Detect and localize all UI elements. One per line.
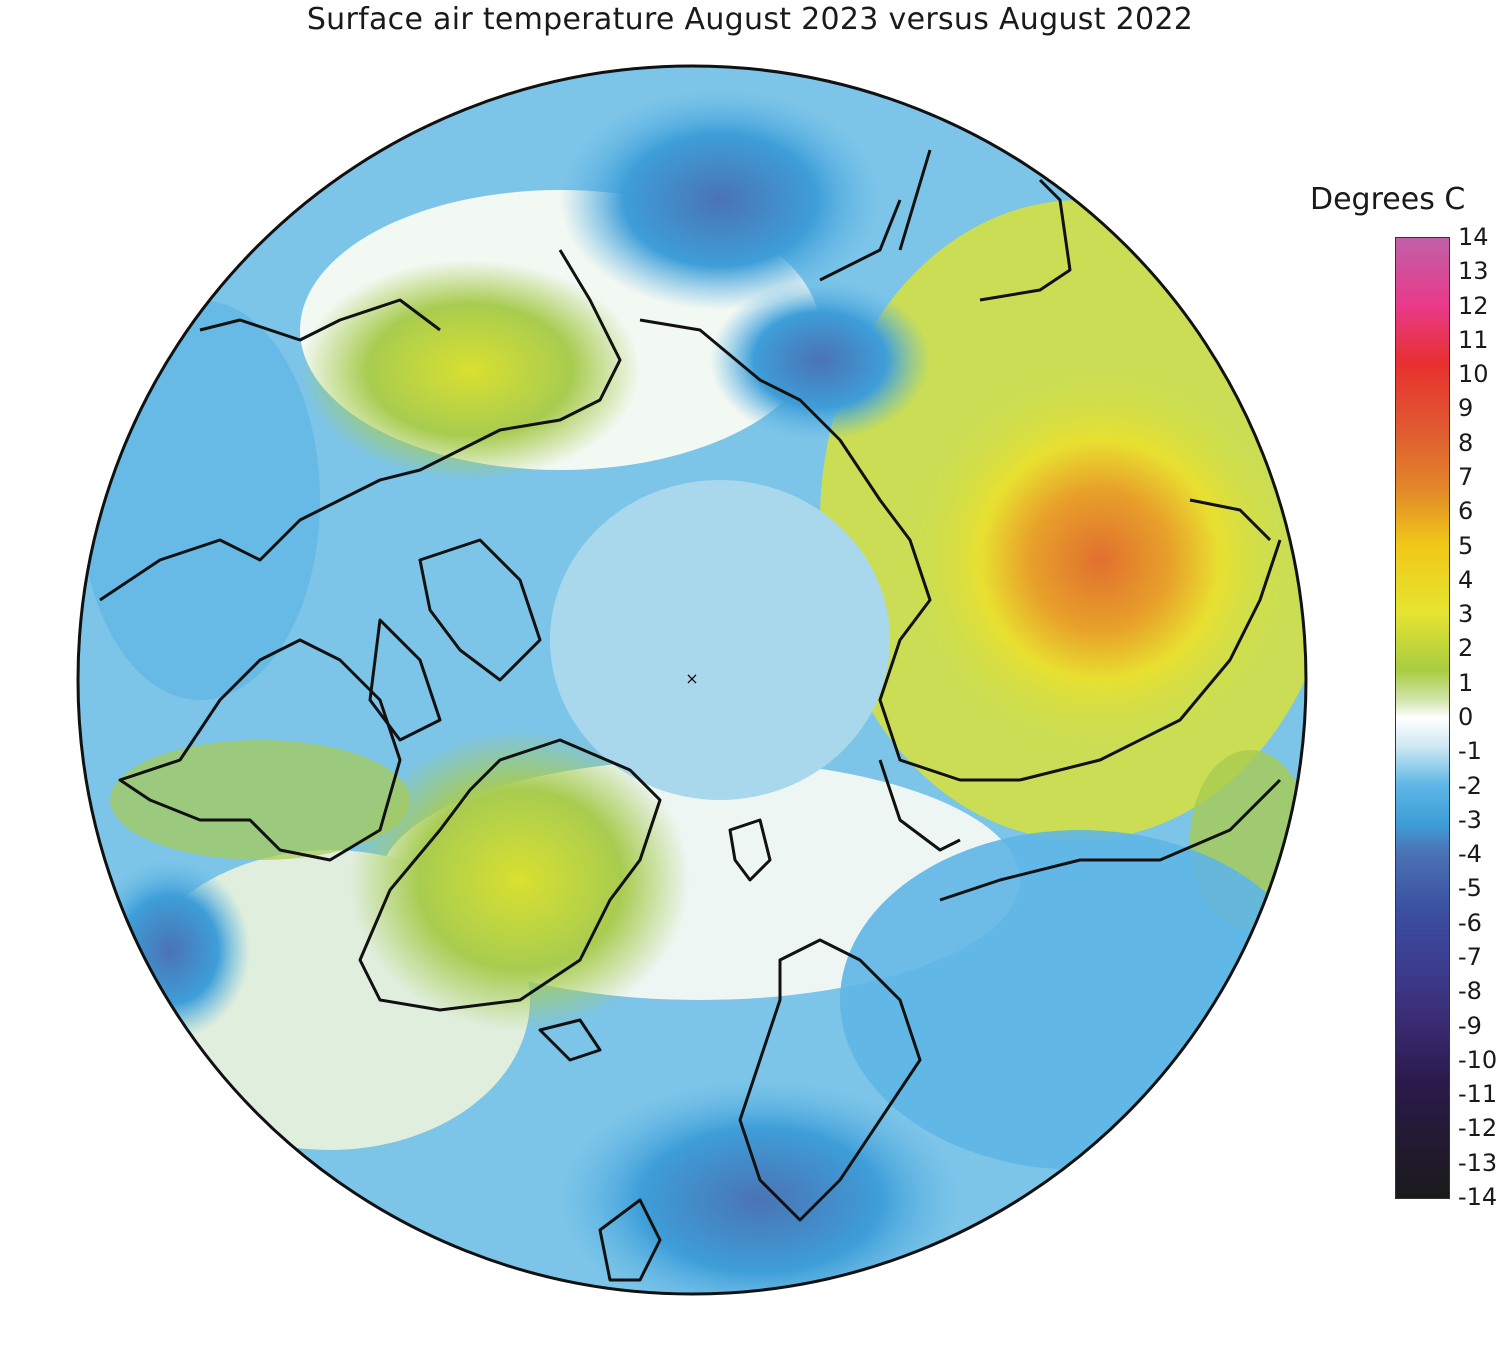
colorbar-tick-label: -7	[1458, 943, 1482, 971]
colorbar-tick-label: 4	[1458, 565, 1474, 594]
colorbar-tick-label: 7	[1458, 463, 1474, 491]
colorbar-tick-label: -5	[1458, 874, 1482, 903]
colorbar-tick-label: 8	[1458, 428, 1474, 457]
colorbar-tick-label: 6	[1458, 497, 1474, 526]
colorbar-tick-label: 10	[1458, 360, 1489, 389]
colorbar-tick-label: 0	[1458, 703, 1474, 731]
colorbar-tick-label: 13	[1458, 257, 1489, 286]
colorbar-tick-label: -2	[1458, 771, 1482, 800]
colorbar-tick-label: -1	[1458, 737, 1482, 766]
colorbar-tick-label: 1	[1458, 668, 1474, 697]
colorbar-tick-label: -12	[1458, 1114, 1498, 1143]
chart-title: Surface air temperature August 2023 vers…	[306, 2, 1194, 37]
colorbar-tick-label: -10	[1458, 1045, 1498, 1074]
temperature-field	[78, 66, 1306, 1294]
colorbar-tick-label: -3	[1458, 805, 1482, 834]
colorbar-tick-label: 11	[1458, 325, 1489, 354]
coastlines	[99, 149, 1282, 1282]
colorbar-tick-label: 3	[1458, 600, 1474, 629]
colorbar-tick-label: -4	[1458, 840, 1482, 869]
colorbar-tick-label: 9	[1458, 394, 1474, 423]
north-pole-marker: ×	[685, 669, 698, 688]
colorbar	[1395, 237, 1450, 1199]
map-boundary	[76, 64, 1308, 1296]
colorbar-tick-label: -14	[1458, 1183, 1498, 1211]
colorbar-tick-label: -9	[1458, 1011, 1482, 1040]
colorbar-tick-label: 12	[1458, 291, 1489, 320]
colorbar-tick-label: 2	[1458, 634, 1474, 663]
colorbar-tick-label: -6	[1458, 908, 1482, 937]
legend-title: Degrees C	[1310, 182, 1466, 217]
colorbar-tick-label: -11	[1458, 1080, 1498, 1109]
colorbar-tick-label: -8	[1458, 977, 1482, 1006]
colorbar-tick-label: -13	[1458, 1148, 1498, 1177]
colorbar-tick-label: 14	[1458, 223, 1489, 251]
colorbar-tick-label: 5	[1458, 531, 1474, 560]
